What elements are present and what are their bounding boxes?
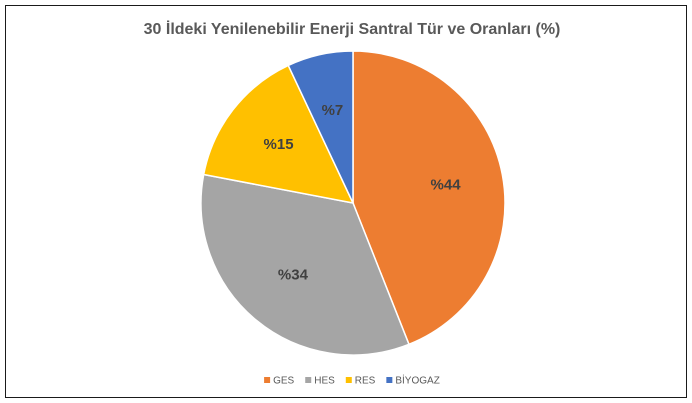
pie-slice: [287, 50, 354, 204]
pie-slice: [200, 173, 410, 356]
legend-swatch: [345, 377, 352, 383]
legend: GES HES RES BİYOGAZ: [264, 374, 440, 387]
value-label: %15: [264, 136, 294, 153]
legend-label: BİYOGAZ: [395, 374, 439, 387]
legend-swatch: [386, 377, 393, 383]
value-label: %34: [278, 267, 309, 284]
pie: [200, 50, 506, 356]
value-label: %7: [322, 102, 344, 119]
legend-swatch: [264, 377, 271, 383]
value-label: %44: [431, 176, 462, 193]
value-labels: %44 %34 %15 %7: [264, 102, 462, 284]
legend-label: GES: [273, 376, 294, 387]
legend-swatch: [305, 377, 312, 383]
legend-label: HES: [314, 376, 335, 387]
pie-slice: [352, 50, 506, 346]
legend-label: RES: [355, 376, 376, 387]
pie-slice: [202, 64, 355, 205]
chart-title: 30 İldeki Yenilenebilir Enerji Santral T…: [144, 20, 561, 38]
